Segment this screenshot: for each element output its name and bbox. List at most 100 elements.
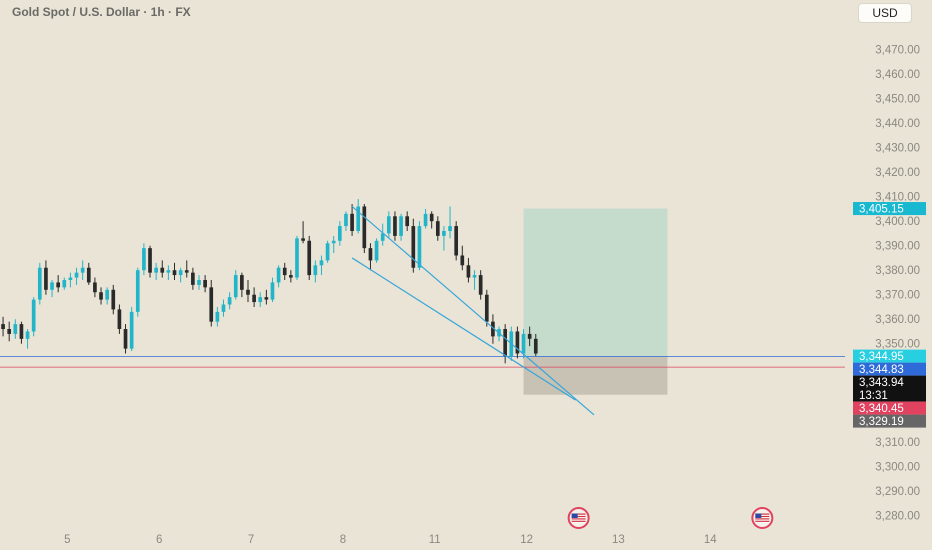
candle (258, 292, 263, 307)
candle (276, 265, 281, 288)
candle (515, 326, 520, 359)
candle-body (338, 226, 342, 241)
y-tick-label: 3,400.00 (875, 216, 920, 228)
flag-field (755, 513, 770, 523)
candle (142, 243, 146, 276)
y-tick-label: 3,390.00 (875, 241, 920, 253)
price-tag: 3,329.19 (853, 414, 926, 428)
candle-body (74, 272, 79, 278)
candle-body (19, 324, 24, 339)
candle-body (44, 267, 48, 290)
price-tag-bg (853, 414, 926, 428)
candle (86, 262, 91, 285)
y-tick-label: 3,360.00 (875, 314, 920, 326)
flag-stripe (755, 513, 770, 515)
candle (215, 306, 220, 327)
candle-body (521, 333, 526, 354)
candle (282, 262, 287, 280)
candle-body (227, 297, 232, 305)
candle-body (503, 329, 507, 356)
flag-stripe (571, 513, 586, 515)
candle (301, 221, 305, 244)
candle (491, 314, 495, 344)
x-tick-label: 7 (248, 534, 254, 546)
candle (472, 270, 477, 290)
candle (399, 213, 403, 241)
candle (429, 211, 434, 229)
flag-canton (755, 513, 762, 518)
candle-body (289, 275, 293, 278)
candle (356, 199, 361, 234)
channel-lower-line[interactable] (351, 257, 576, 401)
candle (105, 287, 109, 305)
candle-body (37, 267, 42, 300)
candle (252, 287, 256, 307)
candle-body (417, 226, 422, 268)
candle-body (368, 248, 373, 261)
price-tag-label: 3,340.45 (859, 403, 904, 415)
candle (172, 262, 177, 280)
candle (374, 238, 379, 263)
candle (191, 267, 195, 290)
x-axis: 5 6 7 8 11 12 13 14 (64, 534, 717, 546)
flag-canton (571, 513, 578, 518)
candle-body (191, 272, 195, 285)
currency-button[interactable]: USD (858, 3, 912, 23)
candle-body (301, 238, 305, 241)
price-tag-bg (853, 349, 926, 363)
flag-stripe (755, 518, 770, 520)
candle (454, 221, 459, 261)
candle (123, 324, 128, 354)
candle-body (1, 324, 5, 330)
candle (184, 260, 189, 278)
candle-body (111, 289, 116, 310)
candle-body (448, 226, 452, 231)
channel-upper-line[interactable] (351, 206, 595, 416)
candle-body (491, 321, 495, 337)
price-lines (0, 355, 845, 368)
candle-body (166, 270, 171, 273)
candle-body (215, 311, 220, 322)
us-flag-event-icon[interactable] (567, 507, 590, 529)
x-tick-label: 14 (704, 534, 717, 546)
x-tick-label: 12 (520, 534, 533, 546)
candle (411, 218, 416, 273)
candle (362, 204, 367, 254)
candle (307, 235, 312, 280)
candle (13, 319, 18, 339)
candle (99, 287, 103, 305)
candle (62, 277, 67, 290)
y-tick-label: 3,440.00 (875, 118, 920, 130)
candle-body (380, 233, 385, 241)
us-flag-event-icon[interactable] (751, 507, 774, 529)
candle-body (148, 248, 152, 273)
price-tag-bg (853, 375, 926, 402)
candle (503, 324, 507, 364)
candle (368, 243, 373, 271)
candles (1, 199, 538, 364)
flag-stripe (571, 520, 586, 522)
candle-body (197, 280, 201, 285)
candle-body (160, 267, 165, 273)
y-tick-label: 3,280.00 (875, 510, 920, 522)
candle-body (411, 226, 416, 268)
profit-zone[interactable] (523, 208, 668, 357)
candle (313, 260, 318, 283)
stop-zone[interactable] (523, 356, 668, 395)
candle-body (344, 213, 348, 227)
candle (25, 329, 30, 349)
candle-body (50, 282, 54, 290)
candle (227, 292, 232, 310)
candle-body (13, 324, 18, 334)
candle-body (123, 329, 128, 349)
candle (386, 211, 391, 239)
price-tag-bg (853, 202, 926, 216)
candle (240, 272, 244, 298)
candle-body (178, 270, 183, 276)
candle (448, 206, 452, 239)
candle (178, 267, 183, 283)
candle-body (478, 275, 483, 295)
candle (166, 265, 171, 280)
